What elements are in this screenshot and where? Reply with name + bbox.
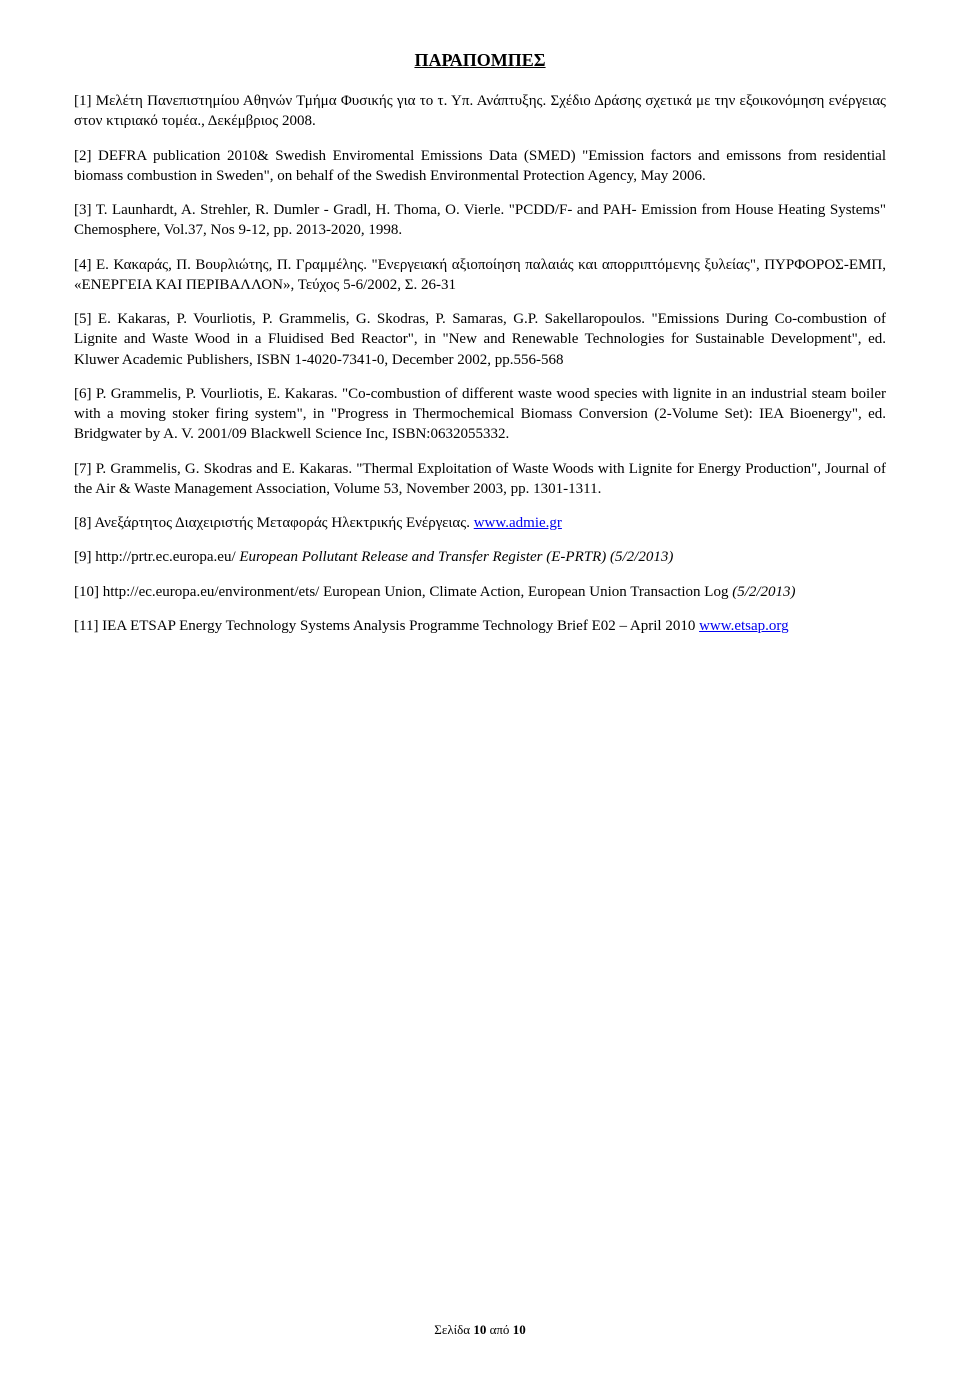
- reference-11-text: [11] IEA ETSAP Energy Technology Systems…: [74, 618, 699, 634]
- reference-11-link[interactable]: www.etsap.org: [699, 618, 789, 634]
- reference-10-text: [10] http://ec.europa.eu/environment/ets…: [74, 584, 323, 600]
- footer-current-page: 10: [473, 1322, 486, 1337]
- reference-9-text: [9] http://prtr.ec.europa.eu/: [74, 549, 239, 565]
- reference-8: [8] Ανεξάρτητος Διαχειριστής Μεταφοράς Η…: [74, 513, 886, 533]
- footer-label-mid: από: [486, 1322, 512, 1337]
- reference-10-bold: European Union, Climate Action, European…: [323, 584, 728, 600]
- footer-total-pages: 10: [513, 1322, 526, 1337]
- reference-9-italic: European Pollutant Release and Transfer …: [239, 549, 601, 565]
- reference-4: [4] Ε. Κακαράς, Π. Βουρλιώτης, Π. Γραμμέ…: [74, 255, 886, 296]
- page-footer: Σελίδα 10 από 10: [0, 1322, 960, 1338]
- reference-8-text: [8] Ανεξάρτητος Διαχειριστής Μεταφοράς Η…: [74, 515, 474, 531]
- reference-6: [6] P. Grammelis, P. Vourliotis, E. Kaka…: [74, 384, 886, 445]
- reference-2: [2] DEFRA publication 2010& Swedish Envi…: [74, 146, 886, 187]
- reference-9: [9] http://prtr.ec.europa.eu/ European P…: [74, 547, 886, 567]
- footer-label-before: Σελίδα: [434, 1322, 473, 1337]
- reference-7: [7] P. Grammelis, G. Skodras and E. Kaka…: [74, 459, 886, 500]
- page-title: ΠΑΡΑΠΟΜΠΕΣ: [74, 50, 886, 71]
- reference-8-link[interactable]: www.admie.gr: [474, 515, 562, 531]
- reference-11: [11] IEA ETSAP Energy Technology Systems…: [74, 616, 886, 636]
- reference-1: [1] Μελέτη Πανεπιστημίου Αθηνών Τμήμα Φυ…: [74, 91, 886, 132]
- reference-5: [5] E. Kakaras, P. Vourliotis, P. Gramme…: [74, 309, 886, 370]
- reference-10-after: (5/2/2013): [728, 584, 795, 600]
- reference-9-after: ) (5/2/2013): [601, 549, 673, 565]
- reference-3: [3] T. Launhardt, A. Strehler, R. Dumler…: [74, 200, 886, 241]
- reference-10: [10] http://ec.europa.eu/environment/ets…: [74, 582, 886, 602]
